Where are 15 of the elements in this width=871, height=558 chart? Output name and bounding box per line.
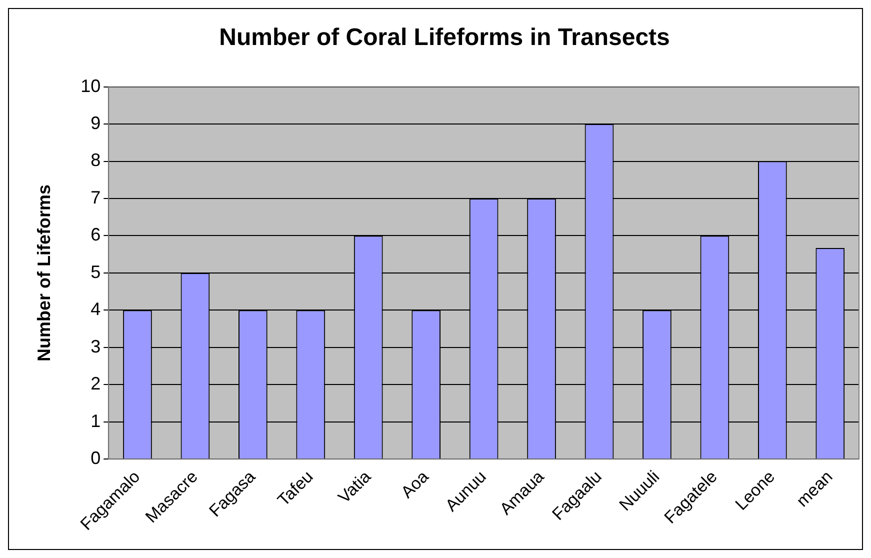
y-tick-label: 10 — [80, 76, 101, 96]
y-tick-label: 5 — [90, 262, 101, 282]
y-tick-label: 9 — [90, 113, 101, 133]
y-axis-title: Number of Lifeforms — [34, 184, 54, 362]
y-tick-label: 7 — [90, 187, 101, 208]
y-tick-label: 8 — [90, 150, 101, 170]
chart-title: Number of Coral Lifeforms in Transects — [219, 24, 670, 52]
y-tick-label: 2 — [90, 374, 101, 394]
y-tick-label: 4 — [90, 299, 101, 320]
y-tick-label: 3 — [90, 336, 101, 356]
x-tick-label: Aoa — [397, 466, 433, 502]
x-tick-label: Vatia — [334, 466, 375, 507]
y-tick-label: 0 — [90, 448, 101, 468]
y-tick-label: 6 — [90, 224, 101, 245]
y-tick-label: 1 — [90, 410, 101, 431]
